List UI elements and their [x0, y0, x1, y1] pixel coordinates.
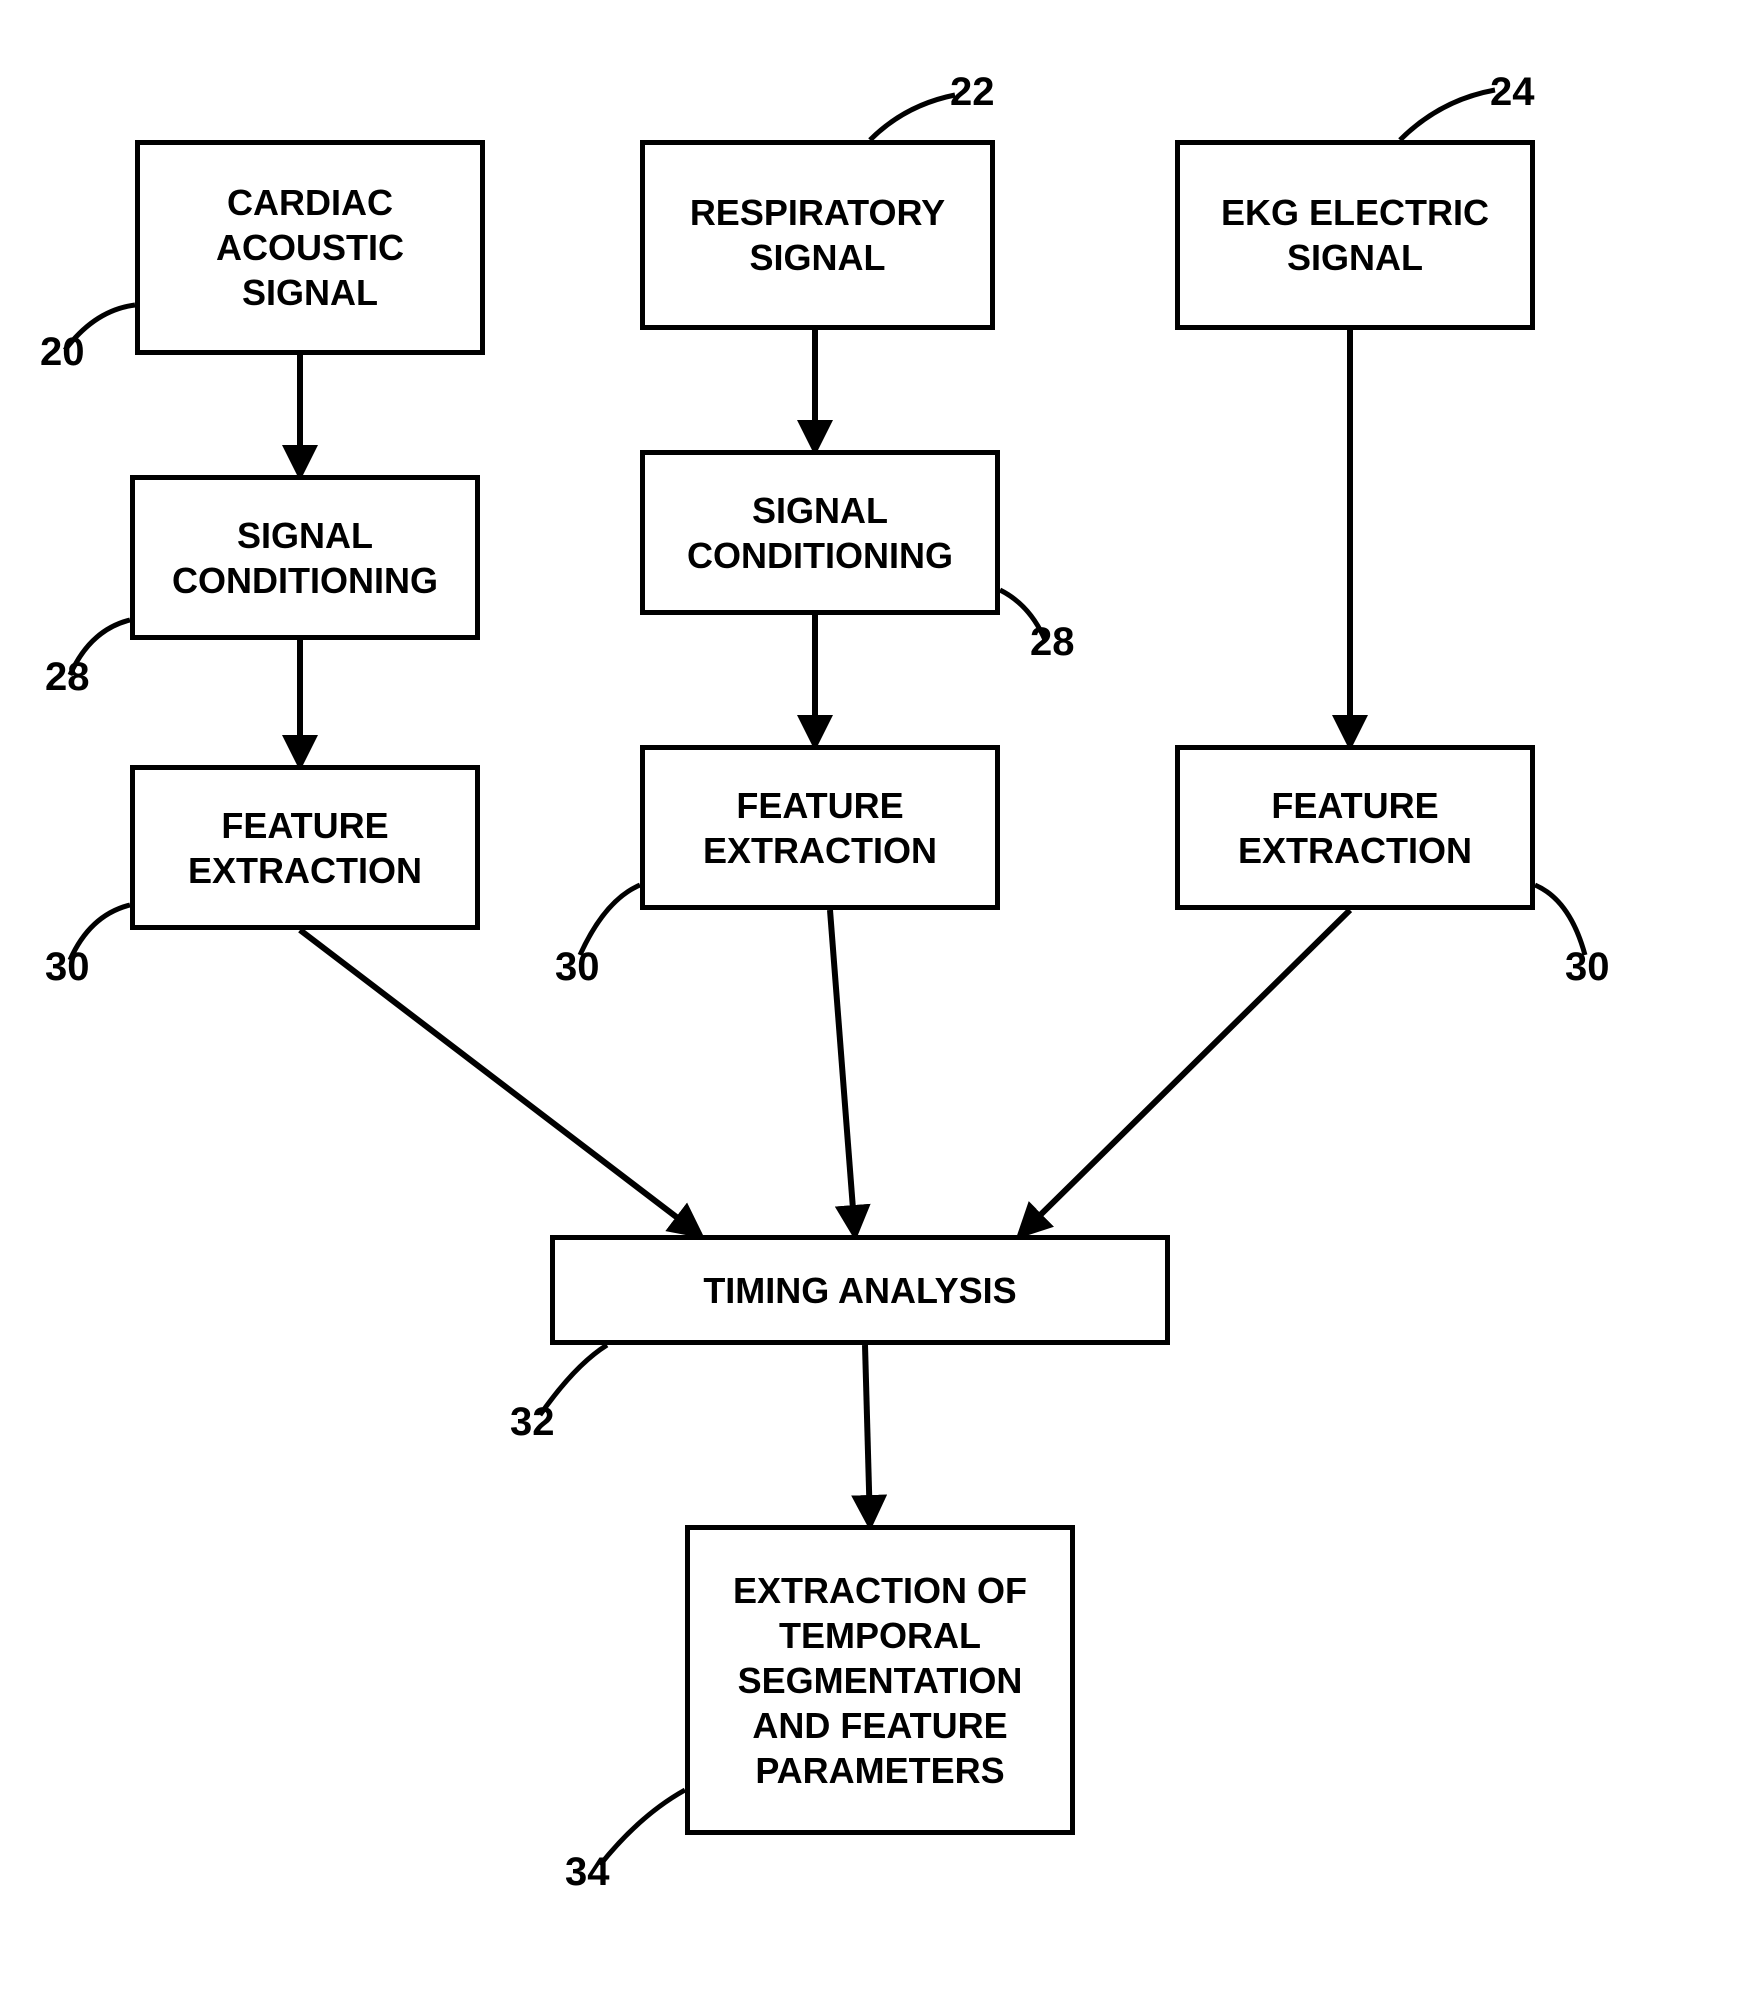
callout-extraction — [600, 1790, 685, 1865]
node-featext3: FEATURE EXTRACTION — [1175, 745, 1535, 910]
callout-respiratory — [870, 95, 955, 140]
node-label: CARDIAC ACOUSTIC SIGNAL — [216, 180, 404, 315]
node-label: SIGNAL CONDITIONING — [687, 488, 953, 578]
ref-label-sigcond2: 28 — [1030, 620, 1075, 665]
ref-label-featext3: 30 — [1565, 945, 1610, 990]
node-label: RESPIRATORY SIGNAL — [690, 190, 945, 280]
node-sigcond2: SIGNAL CONDITIONING — [640, 450, 1000, 615]
node-label: SIGNAL CONDITIONING — [172, 513, 438, 603]
arrow-featext2-to-timing — [830, 910, 855, 1235]
ref-label-respiratory: 22 — [950, 70, 995, 115]
node-extraction: EXTRACTION OF TEMPORAL SEGMENTATION AND … — [685, 1525, 1075, 1835]
ref-label-extraction: 34 — [565, 1850, 610, 1895]
ref-label-timing: 32 — [510, 1400, 555, 1445]
node-timing: TIMING ANALYSIS — [550, 1235, 1170, 1345]
node-label: FEATURE EXTRACTION — [1238, 783, 1472, 873]
ref-label-featext1: 30 — [45, 945, 90, 990]
node-sigcond1: SIGNAL CONDITIONING — [130, 475, 480, 640]
ref-label-featext2: 30 — [555, 945, 600, 990]
arrow-featext3-to-timing — [1020, 910, 1350, 1235]
node-label: TIMING ANALYSIS — [703, 1268, 1016, 1313]
node-ekg: EKG ELECTRIC SIGNAL — [1175, 140, 1535, 330]
ref-label-ekg: 24 — [1490, 70, 1535, 115]
node-respiratory: RESPIRATORY SIGNAL — [640, 140, 995, 330]
ref-label-sigcond1: 28 — [45, 655, 90, 700]
callout-ekg — [1400, 90, 1495, 140]
ref-label-cardiac: 20 — [40, 330, 85, 375]
node-cardiac: CARDIAC ACOUSTIC SIGNAL — [135, 140, 485, 355]
node-featext2: FEATURE EXTRACTION — [640, 745, 1000, 910]
node-label: EXTRACTION OF TEMPORAL SEGMENTATION AND … — [733, 1568, 1027, 1793]
node-featext1: FEATURE EXTRACTION — [130, 765, 480, 930]
node-label: FEATURE EXTRACTION — [703, 783, 937, 873]
node-label: EKG ELECTRIC SIGNAL — [1221, 190, 1489, 280]
arrow-featext1-to-timing — [300, 930, 700, 1235]
arrow-timing-to-extraction — [865, 1345, 870, 1525]
node-label: FEATURE EXTRACTION — [188, 803, 422, 893]
